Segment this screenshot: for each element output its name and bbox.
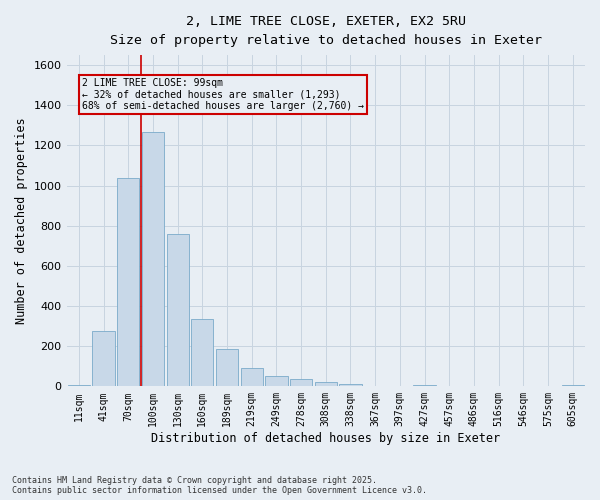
Bar: [265, 376, 287, 386]
Bar: [117, 178, 139, 386]
Bar: [340, 384, 362, 386]
Bar: [167, 234, 189, 386]
Bar: [191, 319, 214, 386]
Bar: [314, 382, 337, 386]
Title: 2, LIME TREE CLOSE, EXETER, EX2 5RU
Size of property relative to detached houses: 2, LIME TREE CLOSE, EXETER, EX2 5RU Size…: [110, 15, 542, 47]
Bar: [216, 349, 238, 387]
Text: 2 LIME TREE CLOSE: 99sqm
← 32% of detached houses are smaller (1,293)
68% of sem: 2 LIME TREE CLOSE: 99sqm ← 32% of detach…: [82, 78, 364, 112]
Bar: [92, 331, 115, 386]
Y-axis label: Number of detached properties: Number of detached properties: [15, 118, 28, 324]
Bar: [142, 132, 164, 386]
X-axis label: Distribution of detached houses by size in Exeter: Distribution of detached houses by size …: [151, 432, 500, 445]
Bar: [290, 378, 312, 386]
Bar: [413, 384, 436, 386]
Text: Contains HM Land Registry data © Crown copyright and database right 2025.
Contai: Contains HM Land Registry data © Crown c…: [12, 476, 427, 495]
Bar: [241, 368, 263, 386]
